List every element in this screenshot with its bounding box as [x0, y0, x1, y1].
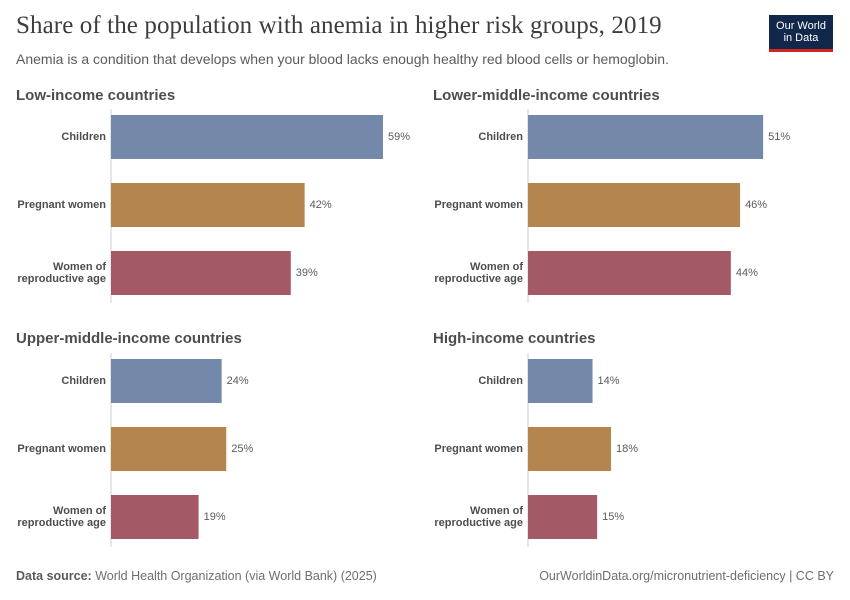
logo-line-1: Our World	[776, 20, 826, 32]
value-label: 15%	[602, 511, 624, 523]
panel-title: Upper-middle-income countries	[16, 330, 242, 347]
panel-title: Lower-middle-income countries	[433, 87, 660, 104]
bar[interactable]	[528, 359, 593, 403]
category-label: reproductive age	[17, 273, 106, 285]
source-url[interactable]: OurWorldinData.org/micronutrient-deficie…	[539, 569, 834, 583]
bar[interactable]	[528, 183, 741, 227]
category-label: Women of	[53, 505, 106, 517]
category-label: Pregnant women	[17, 443, 106, 455]
chart-title: Share of the population with anemia in h…	[16, 12, 662, 39]
value-label: 42%	[310, 199, 332, 211]
category-label: Pregnant women	[434, 199, 523, 211]
value-label: 51%	[768, 131, 790, 143]
category-label: Children	[61, 131, 106, 143]
category-label: Women of	[470, 505, 523, 517]
category-label: Children	[478, 375, 523, 387]
category-label: reproductive age	[434, 517, 523, 529]
value-label: 19%	[204, 511, 226, 523]
logo-line-2: in Data	[783, 32, 819, 44]
panel-title: Low-income countries	[16, 87, 175, 104]
bar[interactable]	[111, 359, 222, 403]
bar[interactable]	[111, 183, 305, 227]
category-label: Pregnant women	[17, 199, 106, 211]
category-label: Women of	[53, 261, 106, 273]
panel-1: Low-income countries Children 59% Pregnant …	[16, 87, 410, 303]
bar[interactable]	[111, 427, 227, 471]
value-label: 25%	[231, 443, 253, 455]
category-label: reproductive age	[434, 273, 523, 285]
bar[interactable]	[111, 115, 383, 159]
data-source: Data source: World Health Organization (…	[16, 569, 377, 583]
category-label: Pregnant women	[434, 443, 523, 455]
panel-3: Upper-middle-income countries Children 24%…	[16, 330, 253, 547]
category-label: Children	[478, 131, 523, 143]
bar[interactable]	[528, 427, 611, 471]
value-label: 24%	[227, 375, 249, 387]
panel-title: High-income countries	[433, 330, 596, 347]
bar[interactable]	[528, 115, 764, 159]
bar[interactable]	[528, 495, 598, 539]
value-label: 46%	[745, 199, 767, 211]
panel-2: Lower-middle-income countries Children 51%…	[433, 87, 790, 303]
chart-subtitle: Anemia is a condition that develops when…	[16, 51, 669, 67]
owid-logo[interactable]: Our World in Data	[769, 15, 833, 52]
category-label: Women of	[470, 261, 523, 273]
data-source-text[interactable]: World Health Organization (via World Ban…	[95, 569, 377, 583]
value-label: 14%	[598, 375, 620, 387]
bar-chart-grid: Low-income countries Children 59% Pregnant …	[16, 87, 790, 547]
data-source-label: Data source:	[16, 569, 92, 583]
category-label: reproductive age	[17, 517, 106, 529]
value-label: 18%	[616, 443, 638, 455]
value-label: 39%	[296, 267, 318, 279]
panel-4: High-income countries Children 14% Pregnant…	[433, 330, 638, 547]
value-label: 44%	[736, 267, 758, 279]
bar[interactable]	[111, 495, 199, 539]
bar[interactable]	[111, 251, 291, 295]
value-label: 59%	[388, 131, 410, 143]
bar[interactable]	[528, 251, 731, 295]
category-label: Children	[61, 375, 106, 387]
